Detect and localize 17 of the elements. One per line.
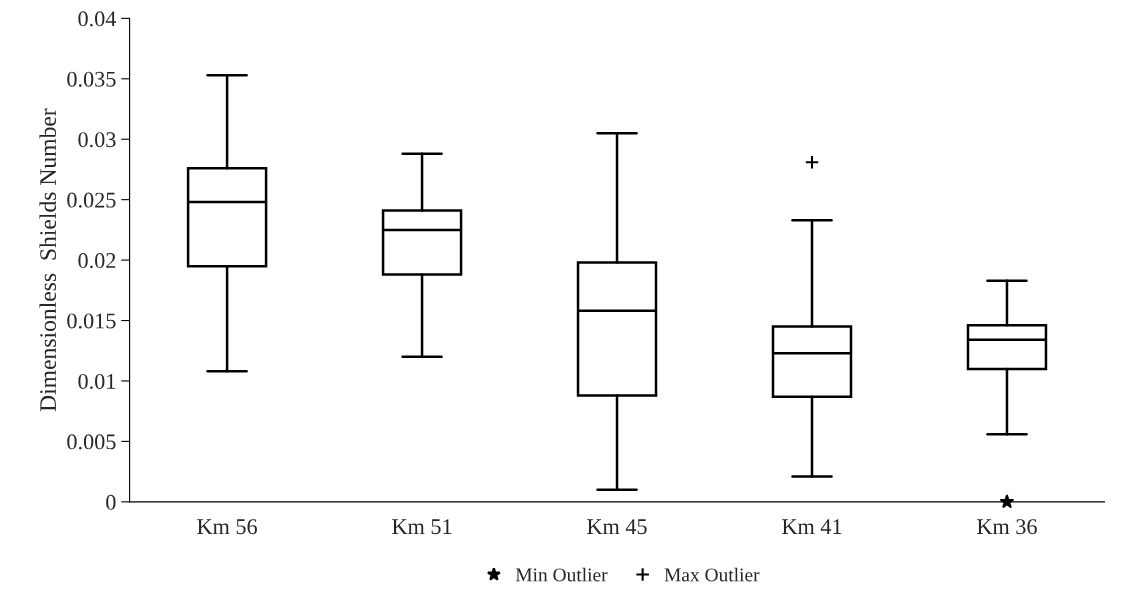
y-axis-title: Dimensionless Shields Number — [39, 108, 57, 412]
y-tick-label: 0.02 — [78, 253, 116, 269]
y-tick-label: 0.005 — [67, 434, 116, 450]
y-tick-label: 0.01 — [78, 373, 116, 389]
x-tick-label: Km 41 — [782, 519, 842, 534]
y-tick-label: 0.015 — [67, 313, 116, 329]
y-tick-label: 0.025 — [67, 192, 116, 208]
y-tick-label: 0 — [106, 494, 116, 510]
x-tick-label: Km 56 — [197, 519, 257, 535]
x-tick-label: Km 51 — [392, 519, 452, 535]
x-tick-label: Km 45 — [587, 519, 647, 535]
y-tick-label: 0.04 — [78, 11, 117, 27]
legend-label: Min Outlier — [515, 567, 608, 582]
legend-label: Max Outlier — [664, 567, 760, 582]
y-tick-label: 0.035 — [67, 71, 116, 87]
x-tick-label: Km 36 — [977, 519, 1037, 535]
y-tick-label: 0.03 — [78, 132, 116, 148]
